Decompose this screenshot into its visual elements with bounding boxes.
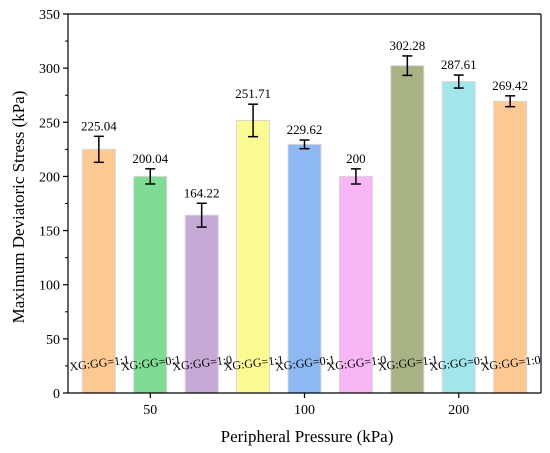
x-tick-label: 50 — [143, 403, 157, 418]
bar — [236, 119, 271, 394]
x-axis-label: Peripheral Pressure (kPa) — [221, 427, 394, 446]
y-tick-label: 300 — [39, 62, 60, 77]
data-label: 269.42 — [492, 78, 528, 93]
y-tick-label: 250 — [39, 116, 60, 131]
y-tick-label: 200 — [39, 170, 60, 185]
data-label: 225.04 — [81, 118, 117, 133]
y-tick-label: 100 — [39, 279, 60, 294]
data-label: 287.61 — [441, 57, 477, 72]
data-label: 200.04 — [132, 151, 168, 166]
y-tick-label: 350 — [39, 8, 60, 23]
data-label: 164.22 — [184, 185, 220, 200]
data-label: 302.28 — [389, 38, 425, 53]
data-label: 200 — [346, 151, 366, 166]
bar — [493, 100, 528, 394]
y-tick-label: 150 — [39, 225, 60, 240]
x-tick-label: 100 — [294, 403, 315, 418]
y-tick-label: 50 — [46, 333, 60, 348]
bar — [287, 143, 322, 394]
bar — [81, 148, 116, 394]
plot-area: 225.04XG:GG=1:1200.04XG:GG=0:1164.22XG:G… — [39, 8, 542, 418]
x-tick-label: 200 — [448, 403, 469, 418]
data-label: 229.62 — [287, 122, 323, 137]
y-axis-label: Maximum Deviatoric Stress (kPa) — [9, 91, 28, 324]
bar — [390, 65, 425, 394]
data-label: 251.71 — [235, 86, 271, 101]
y-tick-label: 0 — [53, 387, 60, 402]
bar — [441, 81, 476, 394]
bar — [133, 175, 168, 394]
